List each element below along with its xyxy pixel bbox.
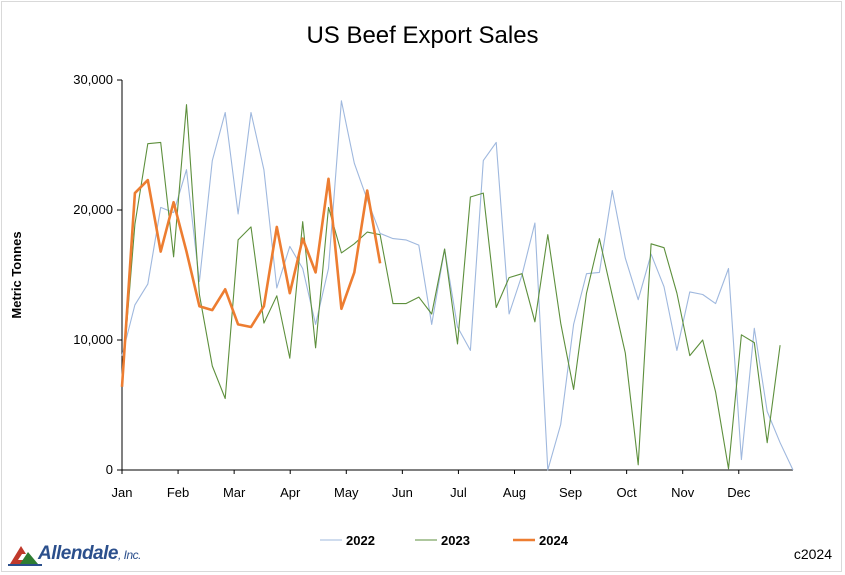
x-tick-label: Apr (280, 485, 301, 500)
y-axis-title: Metric Tonnes (9, 231, 24, 318)
series-line-2023 (121, 104, 781, 470)
x-tick-label: Mar (223, 485, 246, 500)
legend-label-2024: 2024 (539, 533, 569, 548)
logo-name: Allendale (38, 543, 118, 564)
y-tick-label: 0 (106, 462, 113, 477)
logo-wordmark: Allendale, Inc. (38, 543, 142, 565)
series-line-2022 (121, 100, 794, 471)
allendale-logo-icon (8, 546, 42, 566)
x-tick-label: Oct (617, 485, 638, 500)
chart-title: US Beef Export Sales (306, 22, 539, 49)
y-tick-label: 10,000 (73, 332, 113, 347)
series-line-2024 (120, 177, 382, 387)
legend-label-2022: 2022 (346, 533, 375, 548)
x-tick-label: Jul (450, 485, 467, 500)
x-tick-label: Dec (727, 485, 751, 500)
x-tick-label: Jun (392, 485, 413, 500)
y-tick-label: 30,000 (73, 72, 113, 87)
x-tick-label: May (334, 485, 359, 500)
x-tick-label: Nov (671, 485, 695, 500)
logo-suffix: , Inc. (117, 548, 142, 562)
x-tick-label: Aug (503, 485, 526, 500)
x-tick-label: Feb (167, 485, 189, 500)
x-tick-label: Sep (559, 485, 582, 500)
legend-label-2023: 2023 (441, 533, 470, 548)
x-tick-label: Jan (112, 485, 133, 500)
y-tick-label: 20,000 (73, 202, 113, 217)
copyright-label: c2024 (793, 546, 832, 562)
